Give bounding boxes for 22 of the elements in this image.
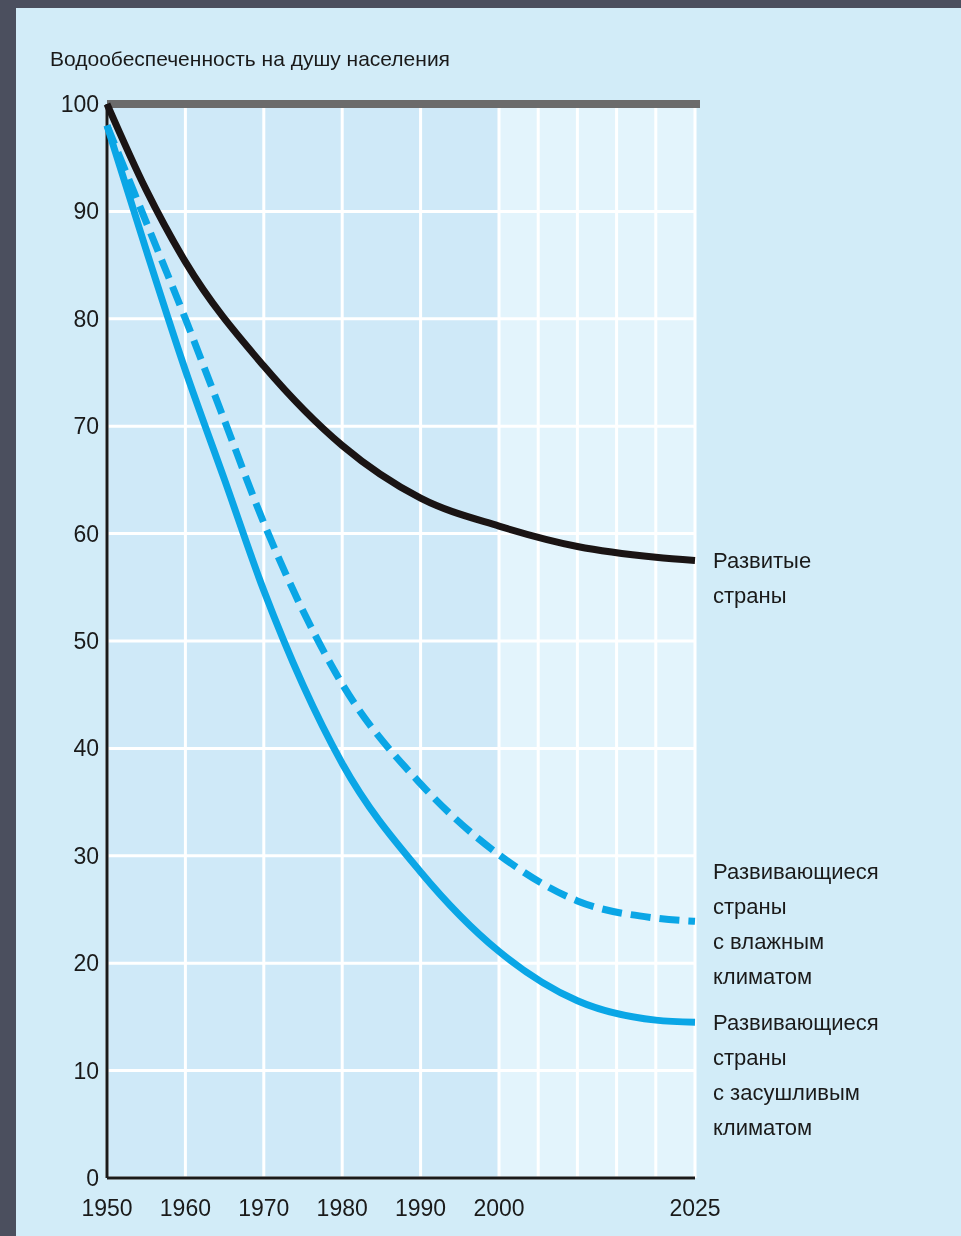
series-label: Развитые страны bbox=[713, 548, 812, 609]
x-tick-label: 2025 bbox=[669, 1195, 721, 1221]
y-axis-title: Водообеспеченность на душу населения bbox=[50, 47, 450, 70]
y-tick-label: 80 bbox=[73, 305, 99, 332]
y-tick-label: 90 bbox=[73, 198, 99, 225]
y-tick-label: 40 bbox=[73, 735, 99, 762]
x-tick-label: 1970 bbox=[238, 1195, 290, 1221]
x-tick-label: 2000 bbox=[473, 1195, 525, 1221]
y-tick-label: 100 bbox=[60, 91, 99, 118]
series-label: Развивающиеся страны с влажным климатом bbox=[713, 859, 879, 990]
y-tick-label: 10 bbox=[73, 1057, 99, 1084]
x-tick-label: 1980 bbox=[316, 1195, 368, 1221]
series-label: Развивающиеся страны с засушливым климатом bbox=[713, 1010, 879, 1141]
x-tick-label: 1990 bbox=[395, 1195, 447, 1221]
y-tick-label: 70 bbox=[73, 413, 99, 440]
y-tick-label: 20 bbox=[73, 950, 99, 977]
y-tick-label: 60 bbox=[73, 520, 99, 547]
y-tick-label: 30 bbox=[73, 842, 99, 869]
x-tick-label: 1960 bbox=[159, 1195, 211, 1221]
y-tick-label: 0 bbox=[86, 1165, 99, 1192]
x-tick-label: 1950 bbox=[81, 1195, 133, 1221]
y-tick-label: 50 bbox=[73, 628, 99, 655]
